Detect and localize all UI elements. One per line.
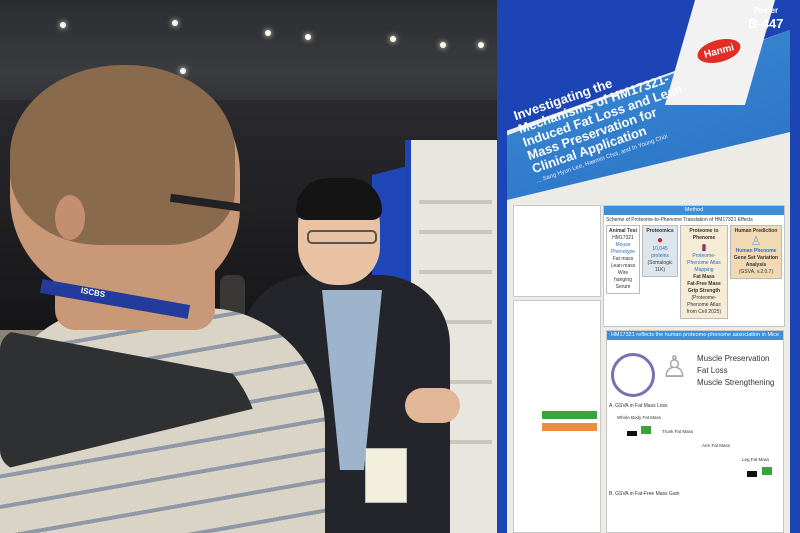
panel-label: B. GSVA in Fat-Free Mass Gain	[609, 491, 680, 497]
ceiling-light	[305, 34, 311, 40]
column-line: Fat-Free Mass	[687, 281, 721, 287]
column-header: Proteomics	[646, 228, 674, 234]
ceiling-light	[390, 36, 396, 42]
column-line: HM17321	[612, 235, 634, 241]
results-header: HM17321 reflects the human proteome-phen…	[607, 331, 783, 340]
panel-label: A. GSVA in Fat Mass Loss	[609, 403, 668, 409]
column-proteomics: Proteomics ● 10,045 proteins (Somalogic …	[642, 225, 678, 277]
poster-number-label: Poster	[753, 6, 779, 15]
result-label: Fat Loss	[697, 366, 728, 375]
chart-title: Trunk Fat Mass	[662, 429, 694, 434]
column-header: Human Prediction	[734, 228, 778, 234]
cycle-diagram	[611, 353, 655, 397]
column-header: Animal Test	[609, 228, 637, 234]
column-line: (GSVA, v.2.0.7)	[738, 269, 774, 275]
ceiling-light	[265, 30, 271, 36]
presenter-hands	[405, 388, 460, 423]
ceiling-light	[172, 20, 178, 26]
blood-drop-icon: ●	[656, 235, 664, 246]
column-line: Lean mass	[610, 263, 636, 269]
ceiling-light	[440, 42, 446, 48]
column-line: Wire hanging	[614, 270, 632, 283]
listener-ear	[55, 195, 85, 240]
column-line: 10,045 proteins	[651, 246, 669, 259]
method-header: Method	[604, 206, 784, 215]
introduction-section	[513, 205, 601, 297]
column-line: Fat Mass	[693, 274, 715, 280]
ceiling-light	[60, 22, 66, 28]
poster-number-value: B-447	[748, 16, 784, 31]
column-line: (Proteome-Phenome Atlas from Cell 2025)	[686, 295, 722, 315]
column-line: Proteome-Phenome Atlas Mapping	[687, 253, 721, 273]
column-human-prediction: Human Prediction ♙ Human Phenome Gene Se…	[730, 225, 782, 279]
name-badge	[365, 448, 407, 503]
result-label: Muscle Preservation	[697, 354, 770, 363]
green-bar	[542, 411, 597, 419]
ceiling-light	[478, 42, 484, 48]
human-figure-icon: ♙	[750, 234, 762, 248]
column-line: (Somalogic 11K)	[647, 260, 673, 273]
poster-number: Poster B-447	[748, 6, 783, 33]
listener-hair	[10, 65, 235, 245]
orange-bar	[542, 423, 597, 431]
column-line: Fat mass	[612, 256, 634, 262]
presenter-hair	[296, 178, 382, 220]
human-body-icon: ♙	[661, 351, 688, 384]
result-label: Muscle Strengthening	[697, 378, 775, 387]
column-line: Human Phenome	[735, 248, 777, 254]
chart-title: Leg Fat Mass	[742, 457, 770, 462]
left-figures-section	[513, 300, 601, 533]
ceiling-light	[180, 68, 186, 74]
results-section: HM17321 reflects the human proteome-phen…	[606, 330, 784, 533]
column-line: Gene Set Variation Analysis	[733, 255, 779, 268]
column-animal-test: Animal Test HM17321 Mouse Phenotype Fat …	[606, 225, 640, 294]
column-proteome-to-phenome: Proteome to Phenome ▮ Proteome-Phenome A…	[680, 225, 728, 319]
chart-title: Arm Fat Mass	[702, 443, 731, 448]
column-line: Mouse Phenotype	[611, 242, 635, 255]
result-labels: Muscle Preservation Fat Loss Muscle Stre…	[697, 353, 774, 389]
scheme-title: Scheme of Proteome-to-Phenome Translatio…	[606, 217, 753, 223]
database-icon: ▮	[701, 242, 707, 252]
chart-title: Whole Body Fat Mass	[617, 415, 662, 420]
column-line: Grip Strength	[687, 288, 721, 294]
column-line: Serum	[615, 284, 631, 290]
glasses-icon	[307, 230, 377, 244]
column-header: Proteome to Phenome	[689, 228, 719, 241]
method-section: Method Scheme of Proteome-to-Phenome Tra…	[603, 205, 785, 327]
